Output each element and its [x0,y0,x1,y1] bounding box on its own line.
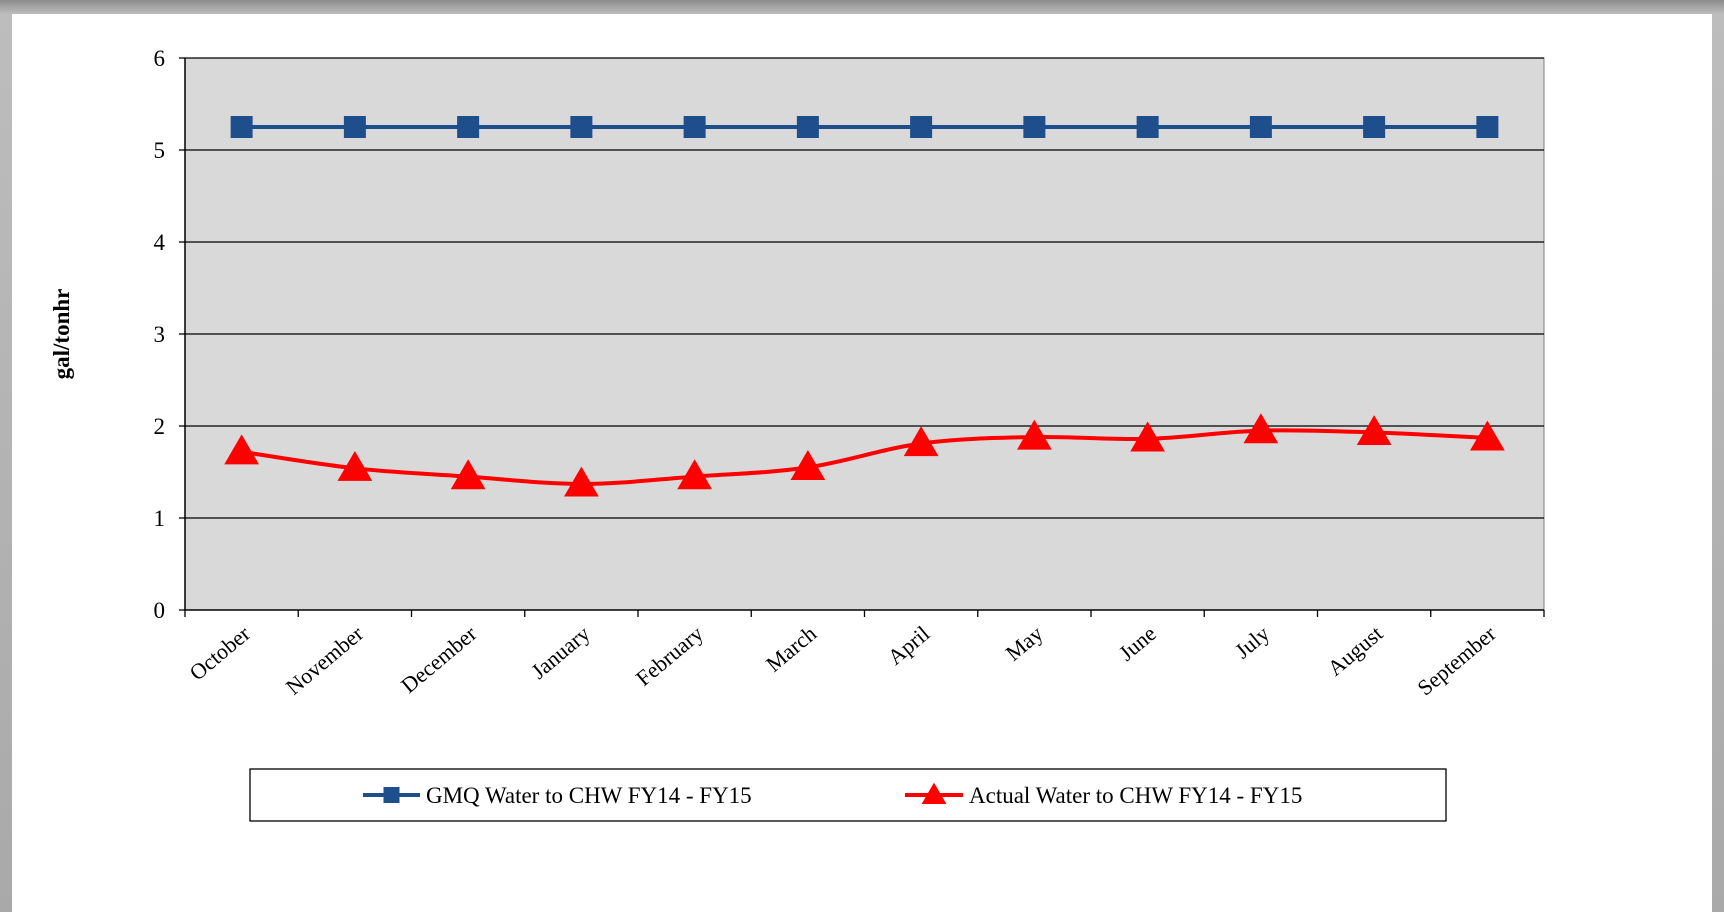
x-tick-label: February [631,621,708,691]
legend-box [249,768,1447,822]
legend-label: GMQ Water to CHW FY14 - FY15 [426,783,752,808]
y-tick-label: 0 [154,598,166,623]
x-tick-label: August [1323,621,1388,681]
data-point [790,450,826,480]
legend-entry: Actual Water to CHW FY14 - FY15 [905,782,1302,808]
x-tick-label: March [761,621,821,677]
data-point [1363,116,1386,138]
y-tick-label: 6 [154,46,166,71]
line-chart: 0 1 2 3 4 5 6 October November December January Fe… [49,46,1545,822]
data-point [230,116,253,138]
data-point [1476,116,1499,138]
y-tick-label: 2 [154,414,166,439]
x-tick-label: April [883,621,935,670]
x-tick-labels: October November December January February Ma… [184,620,1501,700]
legend-label: Actual Water to CHW FY14 - FY15 [969,783,1302,808]
data-point [337,450,373,481]
data-point [570,116,593,138]
x-tick-label: July [1230,621,1274,664]
data-point [1023,116,1046,138]
data-point [910,116,933,138]
y-axis-label: gal/tonhr [49,289,74,380]
legend-swatch-marker [383,787,400,803]
axes [179,57,1545,617]
data-point [1136,116,1159,138]
legend-entry: GMQ Water to CHW FY14 - FY15 [363,783,752,808]
x-tick-label: September [1412,620,1501,700]
data-point [1356,415,1392,446]
data-point [796,116,819,138]
data-point [1017,419,1052,450]
data-point [457,116,480,138]
data-point [343,116,366,138]
y-tick-labels: 0 1 2 3 4 5 6 [154,46,166,623]
y-tick-label: 5 [154,138,166,163]
legend-swatch-marker [921,782,947,804]
series-group [230,116,1499,138]
chart-card: 0 1 2 3 4 5 6 October November December January Fe… [12,14,1712,912]
data-point [450,459,486,490]
x-tick-label: November [281,620,369,699]
y-tick-label: 3 [154,322,166,347]
data-point [224,434,259,465]
data-point [564,466,599,497]
data-point [677,459,712,490]
x-tick-label: May [1001,621,1048,666]
data-point [1130,421,1165,452]
data-point [683,116,706,138]
series [224,116,1505,497]
data-point [1243,413,1279,444]
gridlines [185,57,1544,519]
series-line [241,428,1488,486]
x-tick-label: June [1114,621,1161,666]
data-point [903,426,939,457]
data-point [1249,116,1272,138]
series-group [224,413,1505,497]
y-tick-label: 4 [154,230,166,255]
data-point [1470,420,1505,451]
x-tick-label: January [526,621,594,684]
legend: GMQ Water to CHW FY14 - FY15 Actual Water… [249,768,1447,822]
y-tick-label: 1 [154,506,166,531]
x-tick-label: October [184,620,255,685]
x-tick-label: December [396,620,482,698]
